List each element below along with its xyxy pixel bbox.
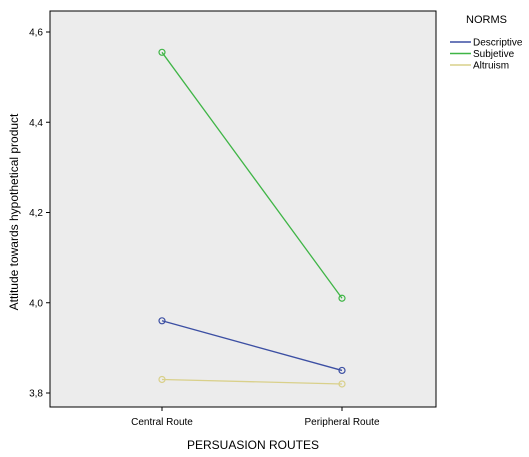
series-line [161, 320, 343, 372]
series-line [161, 51, 343, 299]
series-subjetive [158, 48, 346, 302]
series-line [161, 378, 343, 385]
x-tick-label: Central Route [131, 417, 193, 428]
legend-label: Descriptive [473, 38, 523, 49]
x-tick-label: Peripheral Route [304, 417, 379, 428]
x-axis: Central Route Peripheral Route [131, 407, 380, 428]
data-point [158, 375, 166, 384]
plot-area [49, 10, 437, 408]
y-tick-label: 4,0 [29, 298, 43, 309]
data-point [158, 317, 166, 325]
y-tick-label: 4,6 [29, 28, 43, 39]
y-tick-label: 4,4 [29, 118, 43, 129]
legend-label: Subjetive [473, 49, 515, 60]
data-point [338, 380, 346, 388]
x-axis-title: PERSUASION ROUTES [187, 438, 319, 452]
data-point [338, 366, 346, 375]
series-descriptive [158, 317, 346, 375]
legend-label: Altruism [473, 61, 509, 72]
data-point [158, 48, 166, 56]
legend-title: NORMS [466, 14, 507, 26]
series-altruism [158, 375, 346, 388]
data-point [338, 294, 346, 302]
series-layer [158, 48, 346, 388]
y-tick-label: 3,8 [29, 389, 43, 400]
y-axis-title: Attitude towards hypothetical product [7, 113, 21, 310]
y-tick-label: 4,2 [29, 208, 43, 219]
y-axis: 3,8 4,0 4,2 4,4 4,6 [29, 28, 50, 400]
